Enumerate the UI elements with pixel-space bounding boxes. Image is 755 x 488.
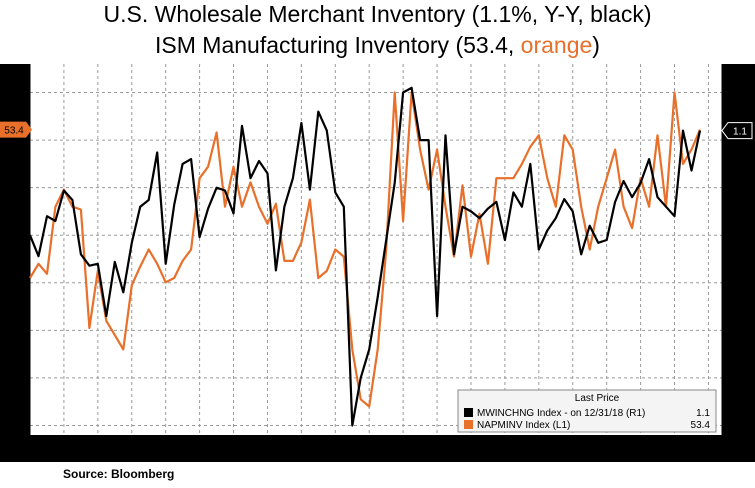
legend-entry-value: 53.4 bbox=[691, 420, 711, 431]
x-tick-label: '01 bbox=[103, 442, 117, 454]
x-tick-label: '02 bbox=[137, 442, 151, 454]
x-tick-label: '09 bbox=[374, 442, 388, 454]
legend-box bbox=[457, 389, 717, 433]
right-tick-label: 0.5 bbox=[728, 183, 743, 195]
legend-swatch bbox=[464, 420, 473, 429]
left-tick-label: 50 bbox=[12, 173, 24, 185]
x-tick-label: '19 bbox=[713, 442, 727, 454]
plot-area bbox=[30, 64, 722, 435]
x-tick-label: '13 bbox=[510, 442, 524, 454]
right-tick-label: -0.5 bbox=[728, 278, 747, 290]
right-tick-label: -1.0 bbox=[728, 325, 747, 337]
left-tick-label: 40 bbox=[12, 316, 24, 328]
chart-title-line-2-text: ISM Manufacturing Inventory (53.4, bbox=[155, 32, 521, 58]
chart-title-line-1: U.S. Wholesale Merchant Inventory (1.1%,… bbox=[103, 1, 652, 27]
source-note: Source: Bloomberg bbox=[63, 467, 175, 481]
chart-title-orange-word: orange bbox=[520, 32, 593, 58]
legend-entry-label: NAPMINV Index (L1) bbox=[477, 420, 570, 431]
chart-title-line-2: ISM Manufacturing Inventory (53.4, orang… bbox=[0, 31, 755, 59]
right-tick-label: 0.0 bbox=[728, 230, 743, 242]
x-tick-label: '15 bbox=[578, 442, 592, 454]
x-tick-label: '16 bbox=[611, 442, 625, 454]
right-last-value-text: 1.1 bbox=[733, 127, 747, 138]
left-tick-label: 35 bbox=[12, 387, 24, 399]
x-tick-label: '11 bbox=[442, 442, 456, 454]
x-tick-label: '14 bbox=[544, 442, 558, 454]
legend-entry-value: 1.1 bbox=[696, 408, 710, 419]
left-last-value-text: 53.4 bbox=[4, 126, 24, 137]
line-chart: 35404550551.51.00.50.0-0.5-1.0-1.5-2.0'9… bbox=[0, 64, 753, 454]
x-tick-label: '05 bbox=[238, 442, 252, 454]
x-tick-label: '99 bbox=[35, 442, 49, 454]
x-tick-label: '08 bbox=[340, 442, 354, 454]
x-tick-label: '03 bbox=[171, 442, 185, 454]
legend-entry-label: MWINCHNG Index - on 12/31/18 (R1) bbox=[477, 408, 645, 419]
x-tick-label: '07 bbox=[306, 442, 320, 454]
legend-swatch bbox=[464, 408, 473, 417]
x-tick-label: '10 bbox=[408, 442, 422, 454]
chart-panel: 35 40 45 50 55 1.5 1.0 0.5 0.0 -0.5 -1.0 -1.5 -2.0'9… bbox=[0, 64, 755, 462]
series-line-mwinchng bbox=[28, 86, 702, 427]
right-tick-label: 1.5 bbox=[728, 88, 743, 100]
right-tick-label: -2.0 bbox=[728, 420, 747, 432]
left-last-value-badge bbox=[0, 121, 32, 138]
right-tick-label: -1.5 bbox=[728, 373, 747, 385]
right-last-value-badge bbox=[721, 122, 753, 140]
x-tick-label: '00 bbox=[69, 442, 83, 454]
x-tick-label: '12 bbox=[476, 442, 490, 454]
x-tick-label: '17 bbox=[645, 442, 659, 454]
left-tick-label: 55 bbox=[12, 102, 24, 114]
x-tick-label: '06 bbox=[272, 442, 286, 454]
x-tick-label: '18 bbox=[679, 442, 693, 454]
chart-title-line-2-suffix: ) bbox=[592, 32, 600, 58]
left-tick-label: 45 bbox=[12, 245, 24, 257]
x-tick-label: '04 bbox=[204, 442, 218, 454]
series-line-napminv bbox=[29, 91, 702, 408]
legend-header: Last Price bbox=[575, 393, 620, 404]
